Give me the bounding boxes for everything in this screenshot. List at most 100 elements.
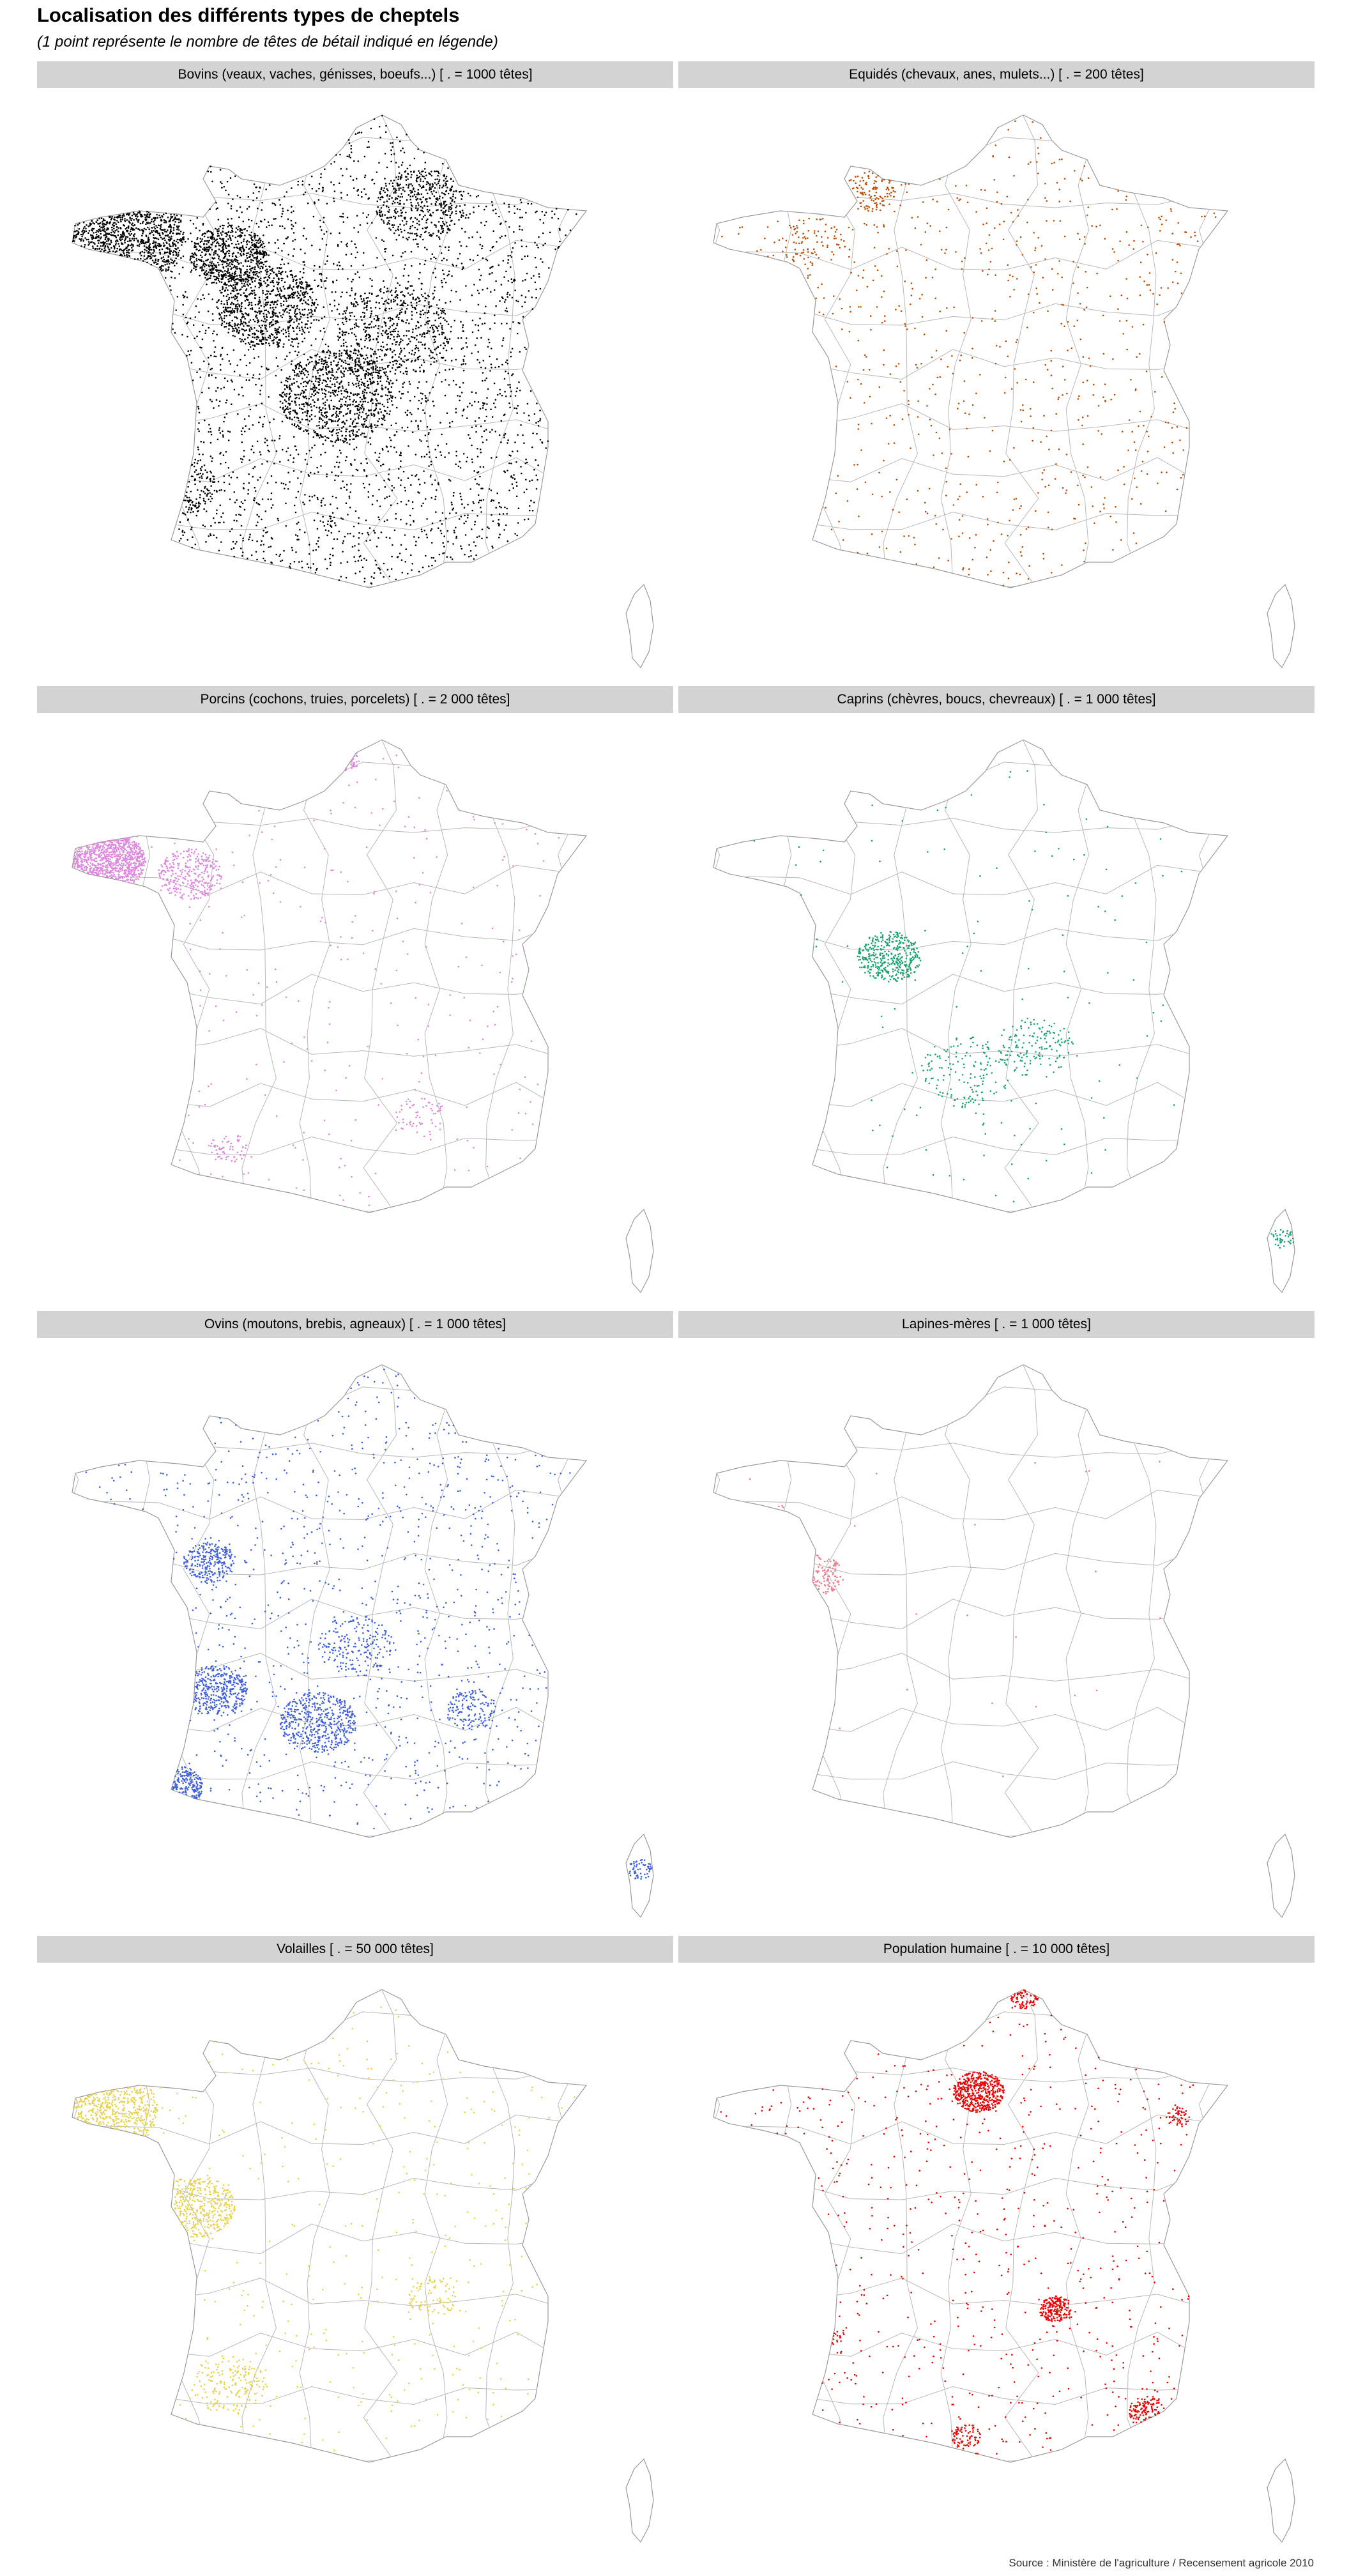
dot [399, 552, 401, 555]
dot [271, 440, 273, 441]
dot [244, 338, 246, 341]
dot [431, 528, 433, 530]
dot [218, 275, 220, 277]
dot [433, 256, 435, 259]
dot [371, 348, 374, 351]
dot [118, 215, 120, 217]
dot [179, 231, 182, 233]
dot [178, 225, 180, 227]
dot [132, 211, 135, 213]
dot [341, 385, 344, 387]
dot [314, 572, 317, 574]
dot [251, 539, 254, 542]
dot [254, 292, 255, 294]
dot [348, 142, 351, 144]
dot [468, 434, 469, 436]
dot [363, 384, 365, 386]
dot [153, 261, 155, 263]
dot [241, 282, 243, 284]
dot [349, 157, 352, 159]
dot [264, 276, 267, 279]
dot [289, 417, 291, 418]
dot [453, 319, 455, 322]
dot [223, 481, 225, 484]
dot [433, 296, 436, 298]
dot [309, 471, 312, 474]
dot [123, 234, 125, 236]
dot [315, 307, 317, 309]
dot [137, 221, 139, 223]
dot [481, 436, 483, 438]
dot [195, 259, 198, 262]
dot [110, 241, 112, 243]
dot [217, 300, 220, 302]
dot [222, 227, 224, 229]
dot [257, 320, 260, 323]
dot [179, 521, 181, 523]
dot [342, 551, 344, 553]
dot [293, 291, 294, 294]
dot [539, 418, 542, 420]
dot [298, 425, 300, 427]
dot [300, 287, 302, 289]
dot [486, 536, 488, 539]
dot [236, 499, 238, 501]
dot [498, 434, 501, 436]
dot [313, 319, 315, 321]
dot [337, 364, 339, 365]
dot [283, 263, 286, 265]
dot [356, 132, 359, 134]
dot [325, 369, 328, 371]
dot [338, 303, 340, 305]
dot [383, 240, 385, 243]
dot [271, 268, 274, 270]
dot [248, 241, 250, 243]
dot [286, 408, 287, 410]
dot [257, 356, 260, 358]
dot [342, 480, 344, 482]
dot [106, 243, 108, 245]
dot [149, 213, 151, 215]
dot [489, 267, 491, 269]
dot [330, 181, 332, 183]
dot [357, 194, 360, 196]
dot [312, 313, 314, 316]
dot [265, 314, 268, 316]
dot [194, 244, 196, 247]
dot [206, 231, 208, 233]
dot [531, 446, 533, 448]
dot [258, 272, 261, 274]
dot [323, 416, 326, 418]
dot [301, 567, 303, 569]
dot [247, 275, 249, 277]
dot [315, 364, 317, 366]
dot [261, 330, 264, 333]
dot [220, 300, 223, 303]
dot [287, 488, 289, 490]
dot [499, 505, 501, 508]
dot [250, 304, 253, 307]
dot [252, 348, 255, 350]
dot [390, 391, 392, 394]
dot [347, 278, 349, 280]
dot [455, 463, 457, 465]
dot [432, 293, 434, 295]
dot [389, 268, 391, 271]
dot [365, 392, 368, 394]
dot [319, 219, 321, 222]
dot [366, 146, 369, 148]
dot [250, 246, 252, 249]
dot [353, 525, 355, 528]
dot [165, 220, 167, 222]
dot [363, 469, 365, 471]
dot [241, 278, 243, 280]
dot [156, 238, 158, 240]
dot [248, 536, 251, 538]
dot [296, 327, 298, 329]
dot [443, 347, 445, 349]
dot [524, 255, 526, 257]
dot [406, 238, 408, 240]
dot [493, 382, 496, 385]
dot [507, 259, 510, 261]
dot [257, 282, 260, 284]
